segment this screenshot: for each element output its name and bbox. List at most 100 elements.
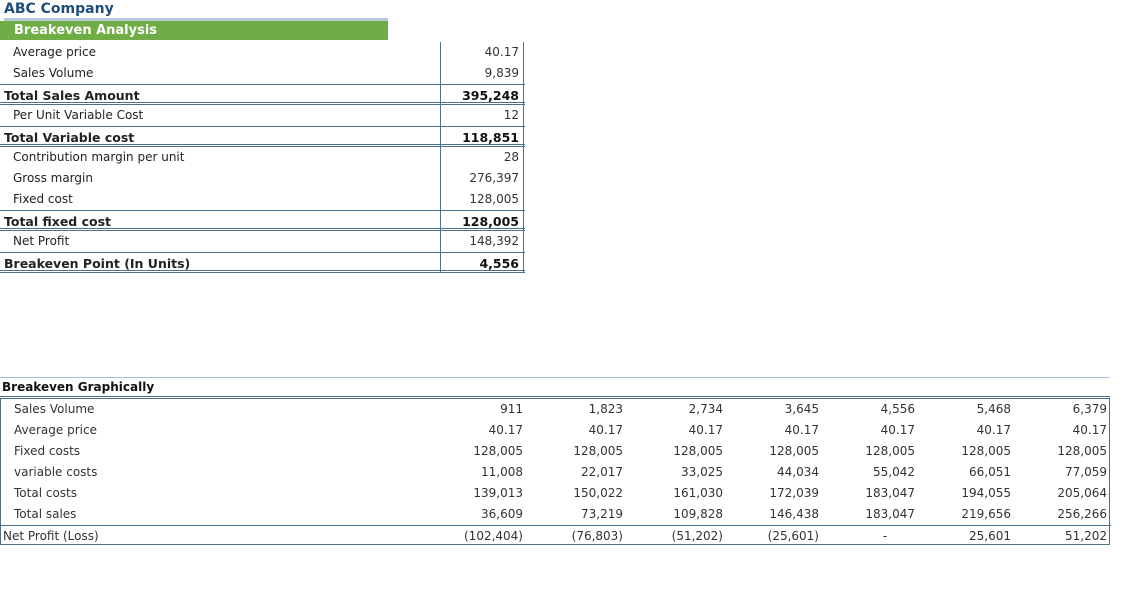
graph-cell: (25,601) [767, 529, 819, 543]
graph-cell: 256,266 [1057, 507, 1107, 521]
graph-cell: 77,059 [1065, 465, 1107, 479]
graph-cell: 22,017 [581, 465, 623, 479]
section-title: Breakeven Analysis [0, 21, 388, 40]
graph-cell: 40.17 [976, 423, 1011, 437]
graph-cell: 205,064 [1057, 486, 1107, 500]
graph-cell: 55,042 [873, 465, 915, 479]
analysis-row-label: Breakeven Point (In Units) [4, 256, 191, 271]
graph-cell: 128,005 [865, 444, 915, 458]
analysis-row: Average price 40.17 [0, 42, 525, 63]
graph-cell: 219,656 [961, 507, 1011, 521]
graph-cell: 3,645 [784, 402, 819, 416]
graph-row-label: Total costs [14, 486, 77, 500]
breakeven-analysis-table: Average price 40.17 Sales Volume 9,839 Total… [0, 42, 525, 273]
analysis-row-value: 128,005 [462, 214, 519, 229]
graph-cell: 150,022 [573, 486, 623, 500]
graph-cell: 25,601 [969, 529, 1011, 543]
analysis-row-label: Per Unit Variable Cost [13, 108, 144, 122]
graph-section-rule [0, 377, 1110, 378]
analysis-row: Gross margin 276,397 [0, 168, 525, 189]
graph-cell: 172,039 [769, 486, 819, 500]
analysis-row-value: 148,392 [469, 234, 519, 248]
graph-cell: 40.17 [784, 423, 819, 437]
graph-cell: 1,823 [588, 402, 623, 416]
graph-row: Sales Volume 911 1,823 2,734 3,645 4,556 5,468… [1, 399, 1111, 420]
graph-row-label: Total sales [14, 507, 77, 521]
graph-cell: 5,468 [976, 402, 1011, 416]
graph-cell: 36,609 [481, 507, 523, 521]
analysis-row: Sales Volume 9,839 [0, 63, 525, 84]
graph-cell: 128,005 [1057, 444, 1107, 458]
analysis-row-label: Sales Volume [13, 66, 94, 80]
analysis-total-row: Total Sales Amount 395,248 [0, 84, 525, 105]
graph-title: Breakeven Graphically [2, 380, 155, 394]
graph-cell: 66,051 [969, 465, 1011, 479]
analysis-row-value: 276,397 [469, 171, 519, 185]
graph-cell: (102,404) [464, 529, 523, 543]
analysis-row-label: Total fixed cost [4, 214, 112, 229]
graph-cell: (76,803) [571, 529, 623, 543]
graph-cell: 44,034 [777, 465, 819, 479]
graph-row: Net Profit (Loss) (102,404) (76,803) (51,20… [1, 525, 1111, 546]
graph-cell: 40.17 [688, 423, 723, 437]
graph-row: Total costs 139,013 150,022 161,030 172,039 1… [1, 483, 1111, 504]
analysis-total-row: Total Variable cost 118,851 [0, 126, 525, 147]
analysis-row-label: Net Profit [13, 234, 70, 248]
breakeven-graph-table: Sales Volume 911 1,823 2,734 3,645 4,556 5,468… [0, 399, 1111, 546]
analysis-row-label: Average price [13, 45, 96, 59]
analysis-row: Net Profit 148,392 [0, 231, 525, 252]
graph-cell: 128,005 [961, 444, 1011, 458]
graph-cell: 194,055 [961, 486, 1011, 500]
analysis-row-label: Total Sales Amount [4, 88, 140, 103]
analysis-row-label: Fixed cost [13, 192, 73, 206]
analysis-row: Fixed cost 128,005 [0, 189, 525, 210]
analysis-row-value: 12 [503, 108, 519, 122]
graph-cell: 73,219 [581, 507, 623, 521]
graph-cell: 4,556 [880, 402, 915, 416]
graph-cell: 109,828 [673, 507, 723, 521]
graph-cell: 161,030 [673, 486, 723, 500]
analysis-row-value: 4,556 [479, 256, 519, 271]
graph-cell: 911 [500, 402, 523, 416]
analysis-total-row: Total fixed cost 128,005 [0, 210, 525, 231]
graph-row: Total sales 36,609 73,219 109,828 146,438 183… [1, 504, 1111, 525]
analysis-row-value: 40.17 [484, 45, 519, 59]
graph-cell: 139,013 [473, 486, 523, 500]
graph-cell: 40.17 [1072, 423, 1107, 437]
analysis-total-row: Breakeven Point (In Units) 4,556 [0, 252, 525, 273]
graph-cell: 128,005 [573, 444, 623, 458]
graph-cell: 183,047 [865, 486, 915, 500]
analysis-row-label: Total Variable cost [4, 130, 135, 145]
graph-cell: 40.17 [880, 423, 915, 437]
analysis-row: Contribution margin per unit 28 [0, 147, 525, 168]
graph-row-label: Net Profit (Loss) [3, 529, 99, 543]
graph-row: Average price 40.17 40.17 40.17 40.17 40.17 40… [1, 420, 1111, 441]
graph-cell: (51,202) [671, 529, 723, 543]
graph-row: variable costs 11,008 22,017 33,025 44,034 55… [1, 462, 1111, 483]
analysis-row-value: 118,851 [462, 130, 519, 145]
graph-cell: 40.17 [488, 423, 523, 437]
graph-cell: 40.17 [588, 423, 623, 437]
analysis-row-label: Gross margin [13, 171, 93, 185]
graph-cell: 128,005 [473, 444, 523, 458]
analysis-row-label: Contribution margin per unit [13, 150, 185, 164]
graph-row-label: variable costs [14, 465, 98, 479]
graph-row: Fixed costs 128,005 128,005 128,005 128,005 1… [1, 441, 1111, 462]
graph-cell: 146,438 [769, 507, 819, 521]
graph-cell: 183,047 [865, 507, 915, 521]
graph-cell: 11,008 [481, 465, 523, 479]
graph-title-underline [0, 396, 1110, 399]
company-name: ABC Company [4, 0, 388, 21]
analysis-row-value: 9,839 [484, 66, 519, 80]
graph-row-label: Sales Volume [14, 402, 95, 416]
graph-cell: 2,734 [688, 402, 723, 416]
analysis-row-value: 395,248 [462, 88, 519, 103]
graph-row-label: Average price [14, 423, 97, 437]
graph-cell: 6,379 [1072, 402, 1107, 416]
graph-row-label: Fixed costs [14, 444, 81, 458]
analysis-row-value: 28 [503, 150, 519, 164]
graph-cell: 128,005 [673, 444, 723, 458]
graph-cell: 33,025 [681, 465, 723, 479]
graph-cell: - [882, 529, 888, 543]
graph-cell: 128,005 [769, 444, 819, 458]
